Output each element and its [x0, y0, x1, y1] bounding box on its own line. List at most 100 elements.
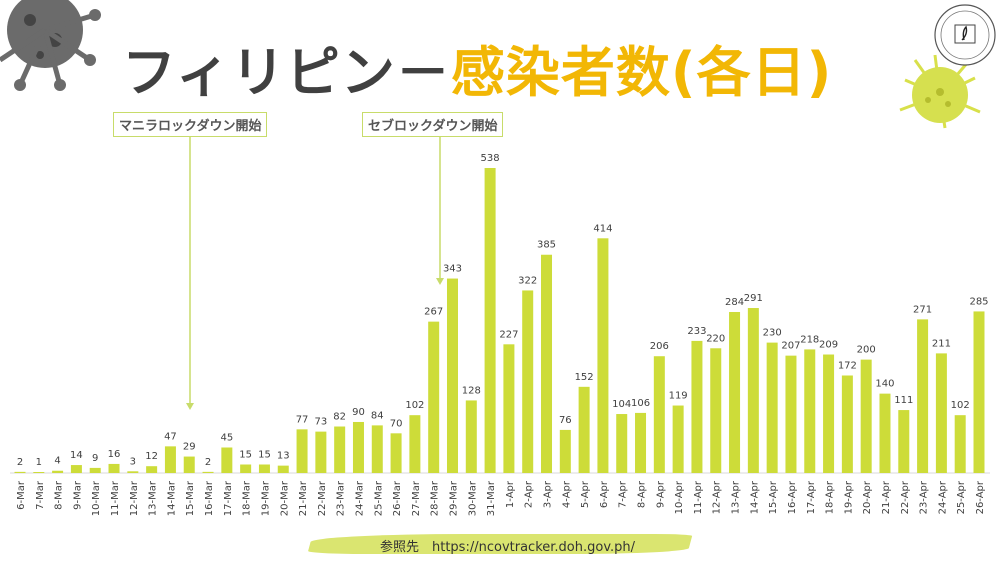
bar: [371, 425, 383, 473]
bar: [729, 311, 741, 473]
title-country: フィリピン－: [122, 41, 451, 104]
bar: [33, 472, 45, 473]
seal-logo: [934, 4, 996, 66]
data-label: 2: [17, 457, 23, 468]
annotation-cebu-lockdown: セブロックダウン開始: [362, 112, 504, 137]
x-tick-label: 2-Apr: [524, 480, 535, 508]
bar: [616, 414, 628, 473]
x-tick-label: 25-Apr: [956, 480, 967, 514]
data-label: 538: [481, 153, 500, 164]
bar: [202, 471, 214, 473]
arrow-head-icon: [186, 403, 194, 410]
x-tick-label: 8-Mar: [54, 480, 65, 510]
bar: [710, 348, 722, 473]
data-label: 206: [650, 341, 669, 352]
bar: [89, 467, 101, 473]
x-tick-label: 1-Apr: [505, 480, 516, 508]
source-link[interactable]: 参照先 https://ncovtracker.doh.gov.ph/: [380, 540, 636, 555]
x-tick-label: 6-Apr: [599, 480, 610, 508]
data-label: 9: [92, 453, 98, 464]
x-tick-label: 12-Mar: [129, 480, 140, 516]
data-label: 291: [744, 293, 763, 304]
x-tick-label: 10-Mar: [91, 480, 102, 516]
bar: [917, 319, 929, 473]
bar: [240, 464, 252, 473]
data-label: 271: [913, 304, 932, 315]
x-tick-label: 20-Mar: [279, 480, 290, 516]
x-tick-label: 24-Mar: [354, 480, 365, 516]
x-tick-label: 17-Apr: [806, 480, 817, 514]
data-label: 4: [54, 456, 60, 467]
x-tick-label: 28-Mar: [430, 480, 441, 516]
data-label: 209: [819, 340, 838, 351]
x-tick-label: 15-Apr: [768, 480, 779, 514]
data-label: 128: [462, 385, 481, 396]
data-label: 29: [183, 442, 196, 453]
bar: [390, 433, 402, 473]
x-tick-label: 29-Mar: [448, 480, 459, 516]
bar: [935, 353, 947, 473]
data-label: 152: [575, 372, 594, 383]
x-tick-label: 5-Apr: [580, 480, 591, 508]
x-tick-label: 20-Apr: [862, 480, 873, 514]
x-tick-label: 13-Mar: [148, 480, 159, 516]
bar: [898, 410, 910, 473]
data-label: 14: [70, 450, 83, 461]
bar: [70, 465, 82, 473]
data-label: 76: [559, 415, 572, 426]
data-label: 15: [258, 449, 271, 460]
data-label: 230: [763, 328, 782, 339]
x-tick-label: 24-Apr: [937, 480, 948, 514]
data-label: 233: [687, 326, 706, 337]
data-label: 267: [424, 307, 443, 318]
bar: [315, 431, 327, 473]
data-label: 284: [725, 297, 744, 308]
data-label: 13: [277, 451, 290, 462]
data-label: 111: [894, 395, 913, 406]
data-label: 172: [838, 360, 857, 371]
bar: [973, 311, 985, 473]
x-tick-label: 27-Mar: [411, 480, 422, 516]
bar: [146, 466, 158, 473]
data-label: 15: [239, 449, 252, 460]
bar: [221, 447, 233, 473]
data-label: 102: [951, 400, 970, 411]
bar: [954, 415, 966, 473]
x-tick-label: 19-Apr: [843, 480, 854, 514]
data-label: 73: [314, 417, 327, 428]
x-tick-label: 9-Apr: [655, 480, 666, 508]
data-label: 70: [390, 418, 403, 429]
x-tick-label: 7-Mar: [35, 480, 46, 510]
bar: [52, 470, 64, 473]
x-tick-label: 17-Mar: [223, 480, 234, 516]
data-label: 77: [296, 414, 309, 425]
virus-gray-decoration: [0, 0, 101, 91]
bar: [352, 421, 364, 473]
x-tick-label: 22-Apr: [900, 480, 911, 514]
x-tick-label: 21-Mar: [298, 480, 309, 516]
bar: [747, 308, 759, 473]
x-tick-label: 18-Apr: [825, 480, 836, 514]
x-tick-label: 13-Apr: [731, 480, 742, 514]
bar: [484, 168, 496, 473]
x-tick-label: 26-Apr: [975, 480, 986, 514]
x-tick-label: 14-Apr: [749, 480, 760, 514]
x-tick-label: 22-Mar: [317, 480, 328, 516]
data-label: 322: [518, 275, 537, 286]
data-label: 102: [405, 400, 424, 411]
data-label: 106: [631, 398, 650, 409]
data-label: 285: [969, 296, 988, 307]
data-label: 207: [781, 341, 800, 352]
bar: [127, 471, 139, 473]
x-tick-label: 4-Apr: [561, 480, 572, 508]
x-tick-label: 16-Mar: [204, 480, 215, 516]
bar: [428, 321, 440, 473]
data-label: 104: [612, 399, 631, 410]
x-tick-label: 12-Apr: [712, 480, 723, 514]
x-tick-label: 11-Apr: [693, 480, 704, 514]
x-tick-label: 30-Mar: [467, 480, 478, 516]
bar: [164, 446, 176, 473]
bar: [334, 426, 346, 473]
x-tick-label: 26-Mar: [392, 480, 403, 516]
